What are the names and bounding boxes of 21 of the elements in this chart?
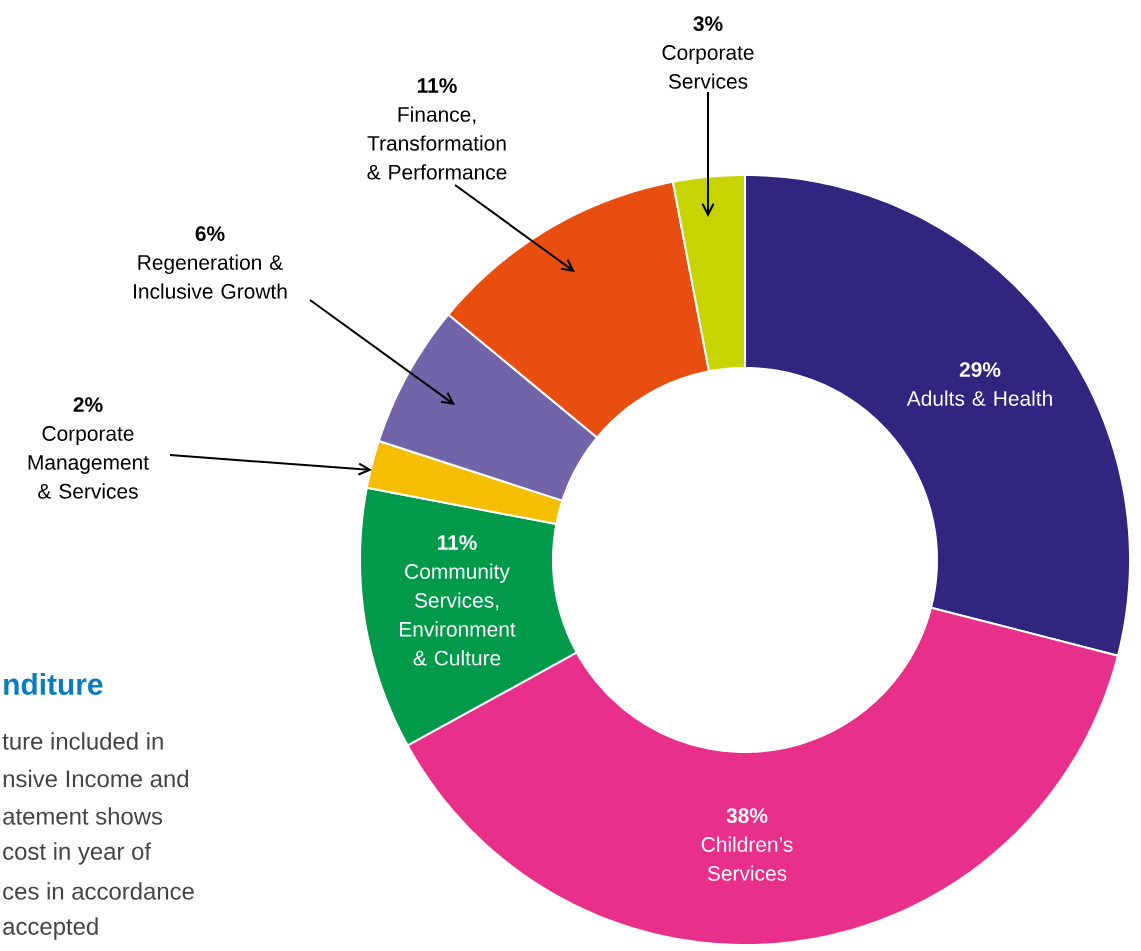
data-label: 3% [693,16,723,32]
slice-label: Corporate Services [662,45,754,89]
data-label: 2% [73,397,103,412]
text: nditure [4,673,103,695]
data-label: 29% [959,362,1001,377]
data-label: 11% [437,535,477,550]
text: ture included in [2,732,163,750]
slice-label: Regeneration & Inclusive Growth [134,254,287,299]
data-label: 6% [195,226,225,241]
data-label: 38% [726,808,768,824]
text: nsive Income and [3,769,189,788]
data-label: 11% [417,78,457,93]
slice-label: Adults & Health [906,390,1052,406]
slice-label: Children’s Services [701,836,793,881]
slice-label: Finance, Transformation & Performance [367,106,507,180]
text: ces in accordance [3,882,194,900]
slice-label: Corporate Management & Services [28,426,149,499]
text: atement shows [3,807,163,825]
text: cost in year of [3,842,152,865]
text: accepted [3,917,98,940]
slice-label: Community Services, Environment & Culture [400,563,516,666]
